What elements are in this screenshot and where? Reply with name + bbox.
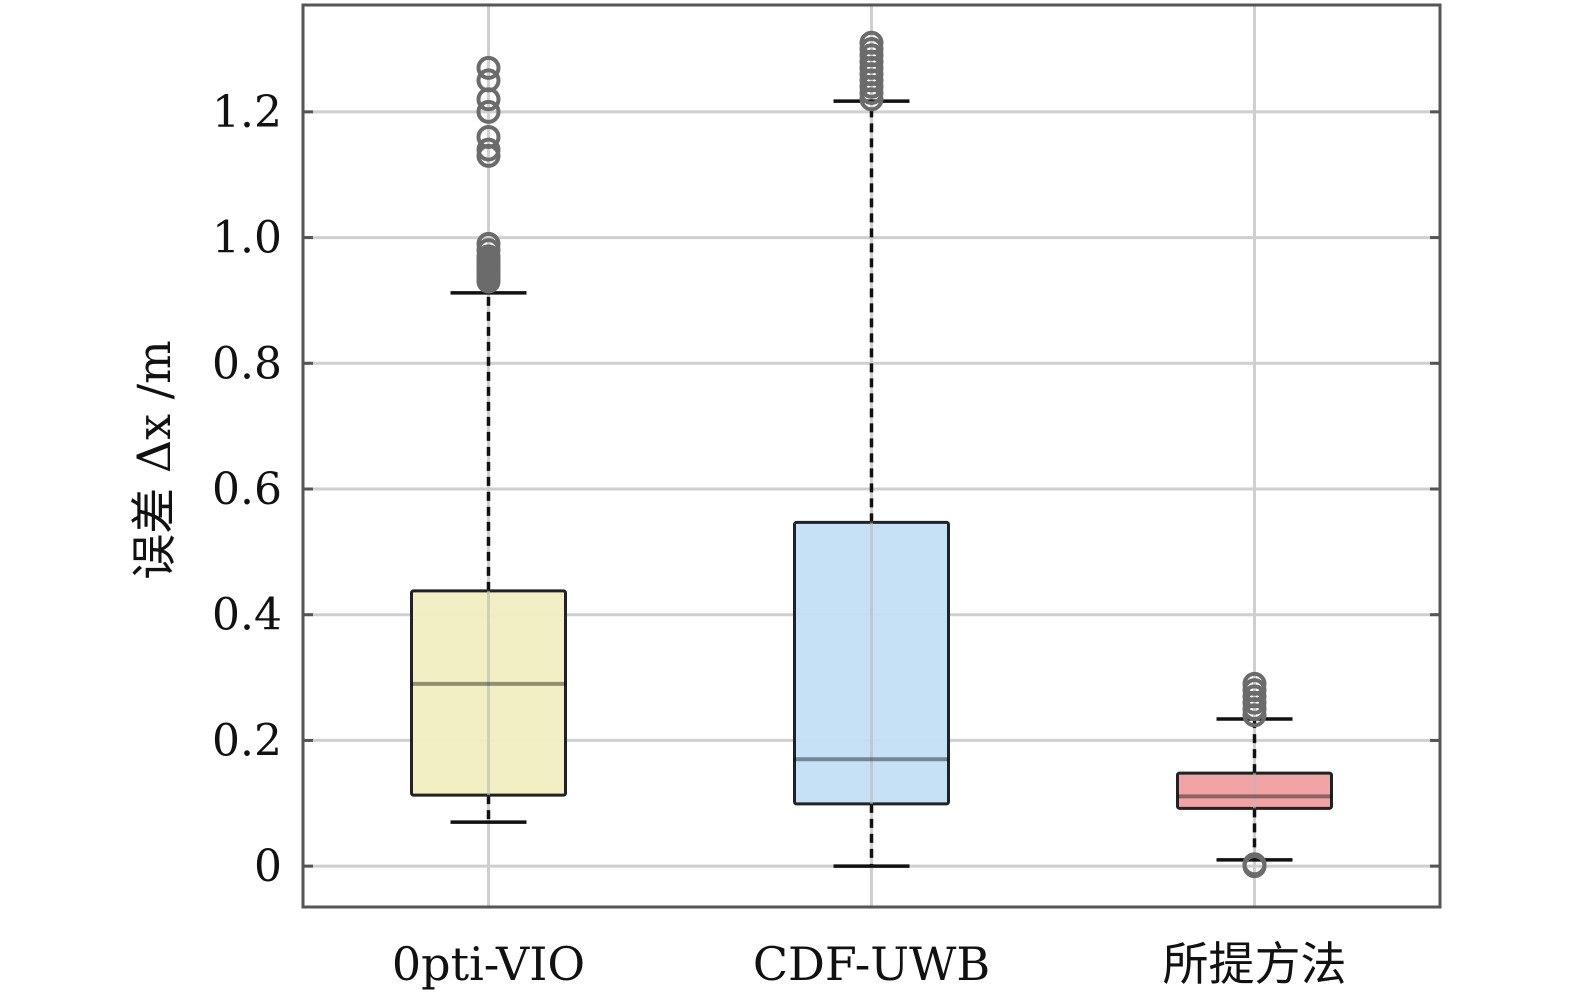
outlier-point — [476, 99, 501, 124]
outlier-point — [859, 30, 884, 55]
y-tick-label: 0.8 — [212, 338, 282, 389]
y-axis-label: 误差 Δx /m — [127, 340, 181, 580]
y-tick-label: 0.4 — [212, 590, 282, 641]
boxes — [410, 30, 1333, 879]
x-tick-label: CDF-UWB — [753, 937, 990, 991]
y-tick-label: 0.2 — [212, 715, 282, 766]
outlier-point — [476, 137, 501, 162]
y-tick-label: 0.6 — [212, 464, 282, 515]
x-tick-labels: 0pti-VIO CDF-UWB 所提方法 — [392, 937, 1347, 991]
x-tick-label: 0pti-VIO — [392, 937, 585, 991]
y-tick-labels: 0 0.2 0.4 0.6 0.8 1.0 1.2 — [212, 87, 282, 892]
outlier-point — [476, 55, 501, 80]
outlier-point — [476, 125, 501, 149]
outlier-point — [476, 231, 501, 256]
y-tick-label: 1.0 — [212, 213, 282, 264]
plot-frame — [301, 3, 1442, 909]
y-tick-label: 1.2 — [212, 87, 282, 138]
y-tick-label: 0 — [254, 841, 282, 892]
outlier-point — [1242, 852, 1267, 877]
outlier-point — [476, 68, 501, 93]
outlier-point — [1242, 671, 1267, 696]
x-tick-label: 所提方法 — [1163, 937, 1347, 991]
